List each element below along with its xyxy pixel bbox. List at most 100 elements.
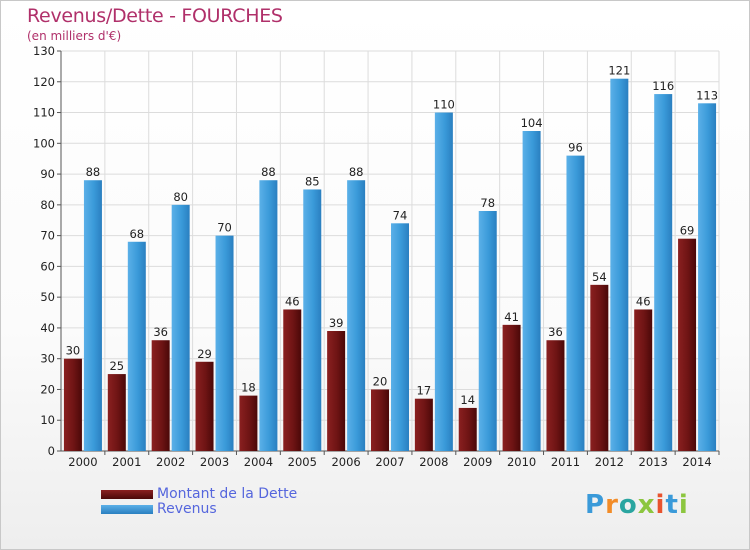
data-label-debt: 29 [197, 347, 212, 361]
bar-debt [239, 395, 258, 451]
y-tick-label: 40 [40, 321, 55, 335]
data-label-revenue: 74 [393, 208, 408, 222]
data-label-debt: 54 [592, 270, 607, 284]
data-label-revenue: 78 [480, 196, 495, 210]
data-label-revenue: 110 [433, 98, 455, 112]
bar-revenue [698, 103, 717, 452]
data-label-revenue: 121 [608, 64, 630, 78]
bar-debt [414, 398, 433, 451]
x-tick-label: 2014 [682, 455, 711, 469]
data-label-debt: 69 [680, 224, 695, 238]
legend-swatch-revenue [101, 505, 153, 514]
bar-debt [195, 361, 214, 451]
bar-revenue [434, 112, 453, 452]
bar-revenue [478, 211, 497, 451]
bar-debt [458, 407, 477, 451]
x-tick-label: 2000 [68, 455, 97, 469]
bar-debt [678, 238, 697, 451]
y-tick-label: 70 [40, 229, 55, 243]
bar-revenue [83, 180, 102, 451]
bar-debt [546, 340, 565, 451]
bar-debt [63, 358, 82, 451]
data-label-debt: 41 [504, 310, 519, 324]
y-tick-label: 60 [40, 259, 55, 273]
bar-revenue [127, 241, 146, 451]
bar-debt [590, 284, 609, 451]
data-label-debt: 46 [285, 294, 300, 308]
x-tick-label: 2013 [639, 455, 668, 469]
x-tick-label: 2001 [112, 455, 141, 469]
legend-label-revenue: Revenus [157, 501, 217, 517]
bar-debt [151, 340, 170, 451]
bar-revenue [215, 235, 234, 451]
bar-revenue [610, 78, 629, 451]
x-tick-label: 2012 [595, 455, 624, 469]
y-tick-label: 90 [40, 167, 55, 181]
legend-swatch-debt [101, 490, 153, 499]
y-tick-label: 0 [48, 444, 55, 458]
x-tick-label: 2005 [288, 455, 317, 469]
bar-debt [634, 309, 653, 451]
x-tick-label: 2006 [331, 455, 360, 469]
y-tick-label: 50 [40, 290, 55, 304]
x-tick-label: 2009 [463, 455, 492, 469]
data-label-debt: 18 [241, 381, 256, 395]
bar-debt [283, 309, 302, 451]
bar-revenue [171, 204, 190, 451]
bar-debt [107, 374, 126, 451]
data-label-revenue: 113 [696, 88, 718, 102]
data-label-debt: 36 [153, 325, 168, 339]
bar-revenue [259, 180, 278, 451]
x-tick-label: 2011 [551, 455, 580, 469]
data-label-debt: 25 [109, 359, 124, 373]
y-tick-label: 120 [33, 75, 55, 89]
x-tick-label: 2004 [244, 455, 273, 469]
y-tick-label: 80 [40, 198, 55, 212]
data-label-debt: 20 [373, 374, 388, 388]
y-tick-label: 20 [40, 382, 55, 396]
data-label-revenue: 116 [652, 79, 674, 93]
data-label-debt: 46 [636, 294, 651, 308]
bar-revenue [566, 155, 585, 451]
chart-title: Revenus/Dette - FOURCHES [27, 5, 283, 27]
chart-subtitle: (en milliers d'€) [27, 29, 122, 43]
data-label-revenue: 70 [217, 221, 232, 235]
bar-revenue [347, 180, 366, 451]
axes: 0 10 20 30 40 50 60 70 80 90 100 110 120 130 2000 2001 2… [33, 44, 720, 469]
data-label-revenue: 68 [129, 227, 144, 241]
data-label-revenue: 85 [305, 174, 320, 188]
bar-revenue [391, 223, 409, 451]
data-label-debt: 14 [460, 393, 475, 407]
bar-revenue [654, 94, 673, 452]
data-label-revenue: 88 [349, 165, 364, 179]
y-tick-label: 130 [33, 44, 55, 58]
bars [63, 78, 717, 452]
bar-debt [502, 324, 521, 451]
x-tick-label: 2007 [375, 455, 404, 469]
y-tick-label: 110 [33, 106, 55, 120]
data-label-revenue: 104 [521, 116, 543, 130]
data-label-debt: 39 [329, 316, 344, 330]
x-tick-label: 2003 [200, 455, 229, 469]
bar-debt [327, 331, 346, 451]
x-tick-label: 2008 [419, 455, 448, 469]
bar-revenue [303, 189, 322, 451]
y-tick-label: 30 [40, 352, 55, 366]
legend-label-debt: Montant de la Dette [157, 486, 298, 502]
data-label-revenue: 88 [261, 165, 276, 179]
x-tick-label: 2002 [156, 455, 185, 469]
bar-revenue [522, 131, 541, 451]
bar-debt [371, 389, 389, 451]
data-label-debt: 17 [417, 384, 432, 398]
grid-lines [61, 50, 720, 451]
labels: 30 88 25 68 36 80 29 70 18 88 46 85 39 88 20 74 17 110 14 7… [66, 64, 718, 407]
y-tick-label: 10 [40, 413, 55, 427]
data-label-debt: 36 [548, 325, 563, 339]
y-tick-label: 100 [33, 136, 55, 150]
data-label-revenue: 96 [568, 141, 583, 155]
x-tick-label: 2010 [507, 455, 536, 469]
data-label-revenue: 80 [173, 190, 188, 204]
data-label-revenue: 88 [86, 165, 101, 179]
